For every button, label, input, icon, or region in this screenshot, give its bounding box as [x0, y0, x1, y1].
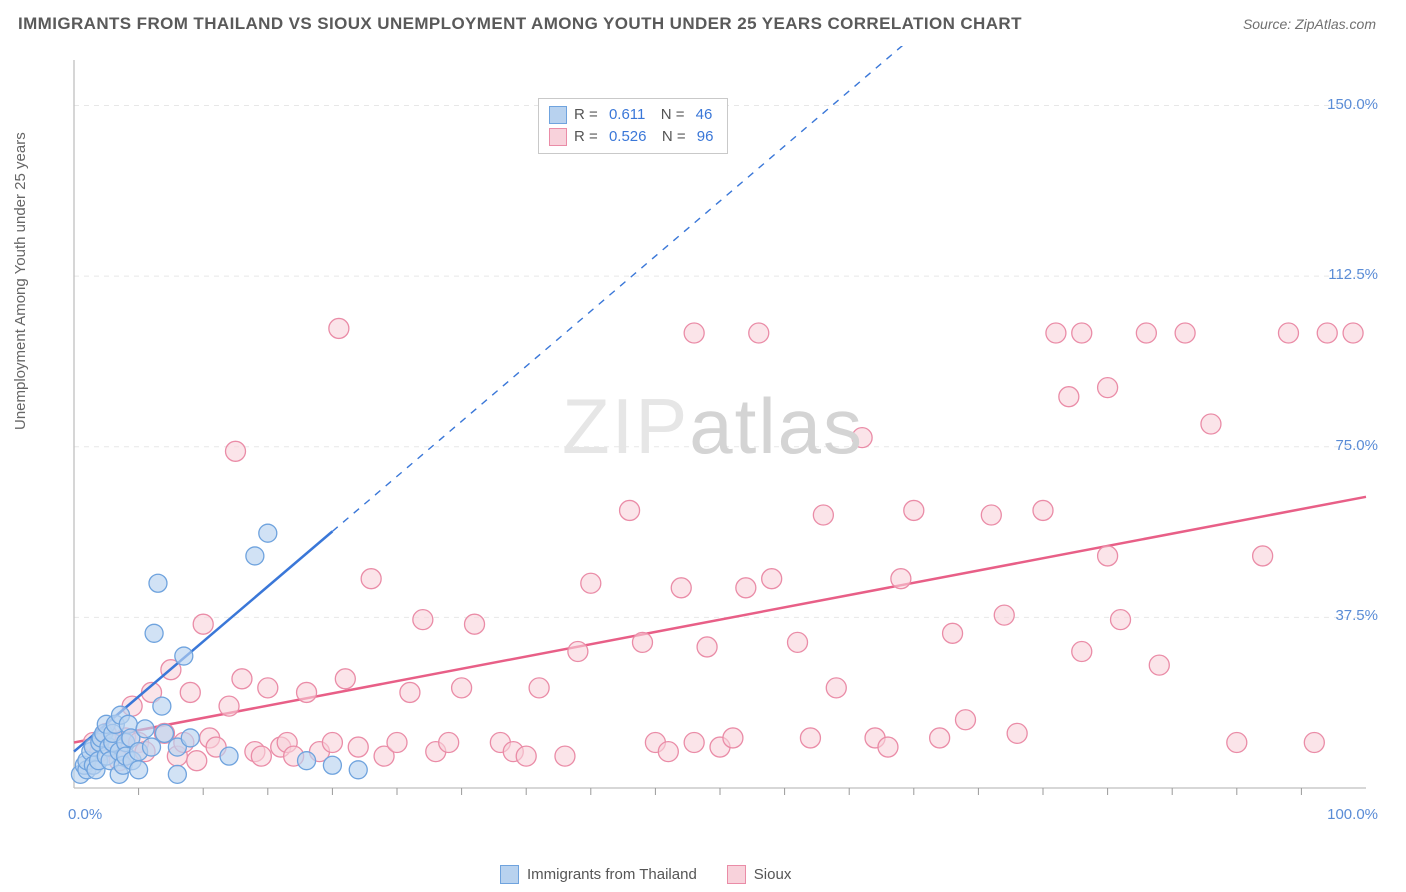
x-axis-max-label: 100.0% [1327, 806, 1378, 823]
x-axis-min-label: 0.0% [68, 806, 102, 823]
y-axis-label: Unemployment Among Youth under 25 years [12, 132, 29, 430]
legend-swatch-pink [549, 128, 567, 146]
plot-area: ZIPatlas R = 0.611 N = 46 R = 0.526 N = … [48, 46, 1378, 816]
legend-item: Sioux [727, 865, 792, 884]
y-gridline-label: 75.0% [1335, 437, 1378, 454]
legend-label: Sioux [754, 866, 792, 883]
legend-series: Immigrants from Thailand Sioux [500, 865, 791, 884]
y-gridline-label: 37.5% [1335, 607, 1378, 624]
legend-stat-row: R = 0.611 N = 46 [549, 104, 713, 126]
legend-item: Immigrants from Thailand [500, 865, 697, 884]
y-gridline-label: 112.5% [1328, 266, 1378, 283]
legend-swatch-blue [500, 865, 519, 884]
source-link[interactable]: ZipAtlas.com [1295, 16, 1376, 32]
y-gridline-label: 150.0% [1327, 96, 1378, 113]
source-attribution: Source: ZipAtlas.com [1243, 16, 1376, 32]
legend-stat-row: R = 0.526 N = 96 [549, 126, 713, 148]
legend-label: Immigrants from Thailand [527, 866, 697, 883]
chart-title: IMMIGRANTS FROM THAILAND VS SIOUX UNEMPL… [18, 14, 1022, 34]
legend-swatch-blue [549, 106, 567, 124]
legend-swatch-pink [727, 865, 746, 884]
legend-stats: R = 0.611 N = 46 R = 0.526 N = 96 [538, 98, 728, 154]
